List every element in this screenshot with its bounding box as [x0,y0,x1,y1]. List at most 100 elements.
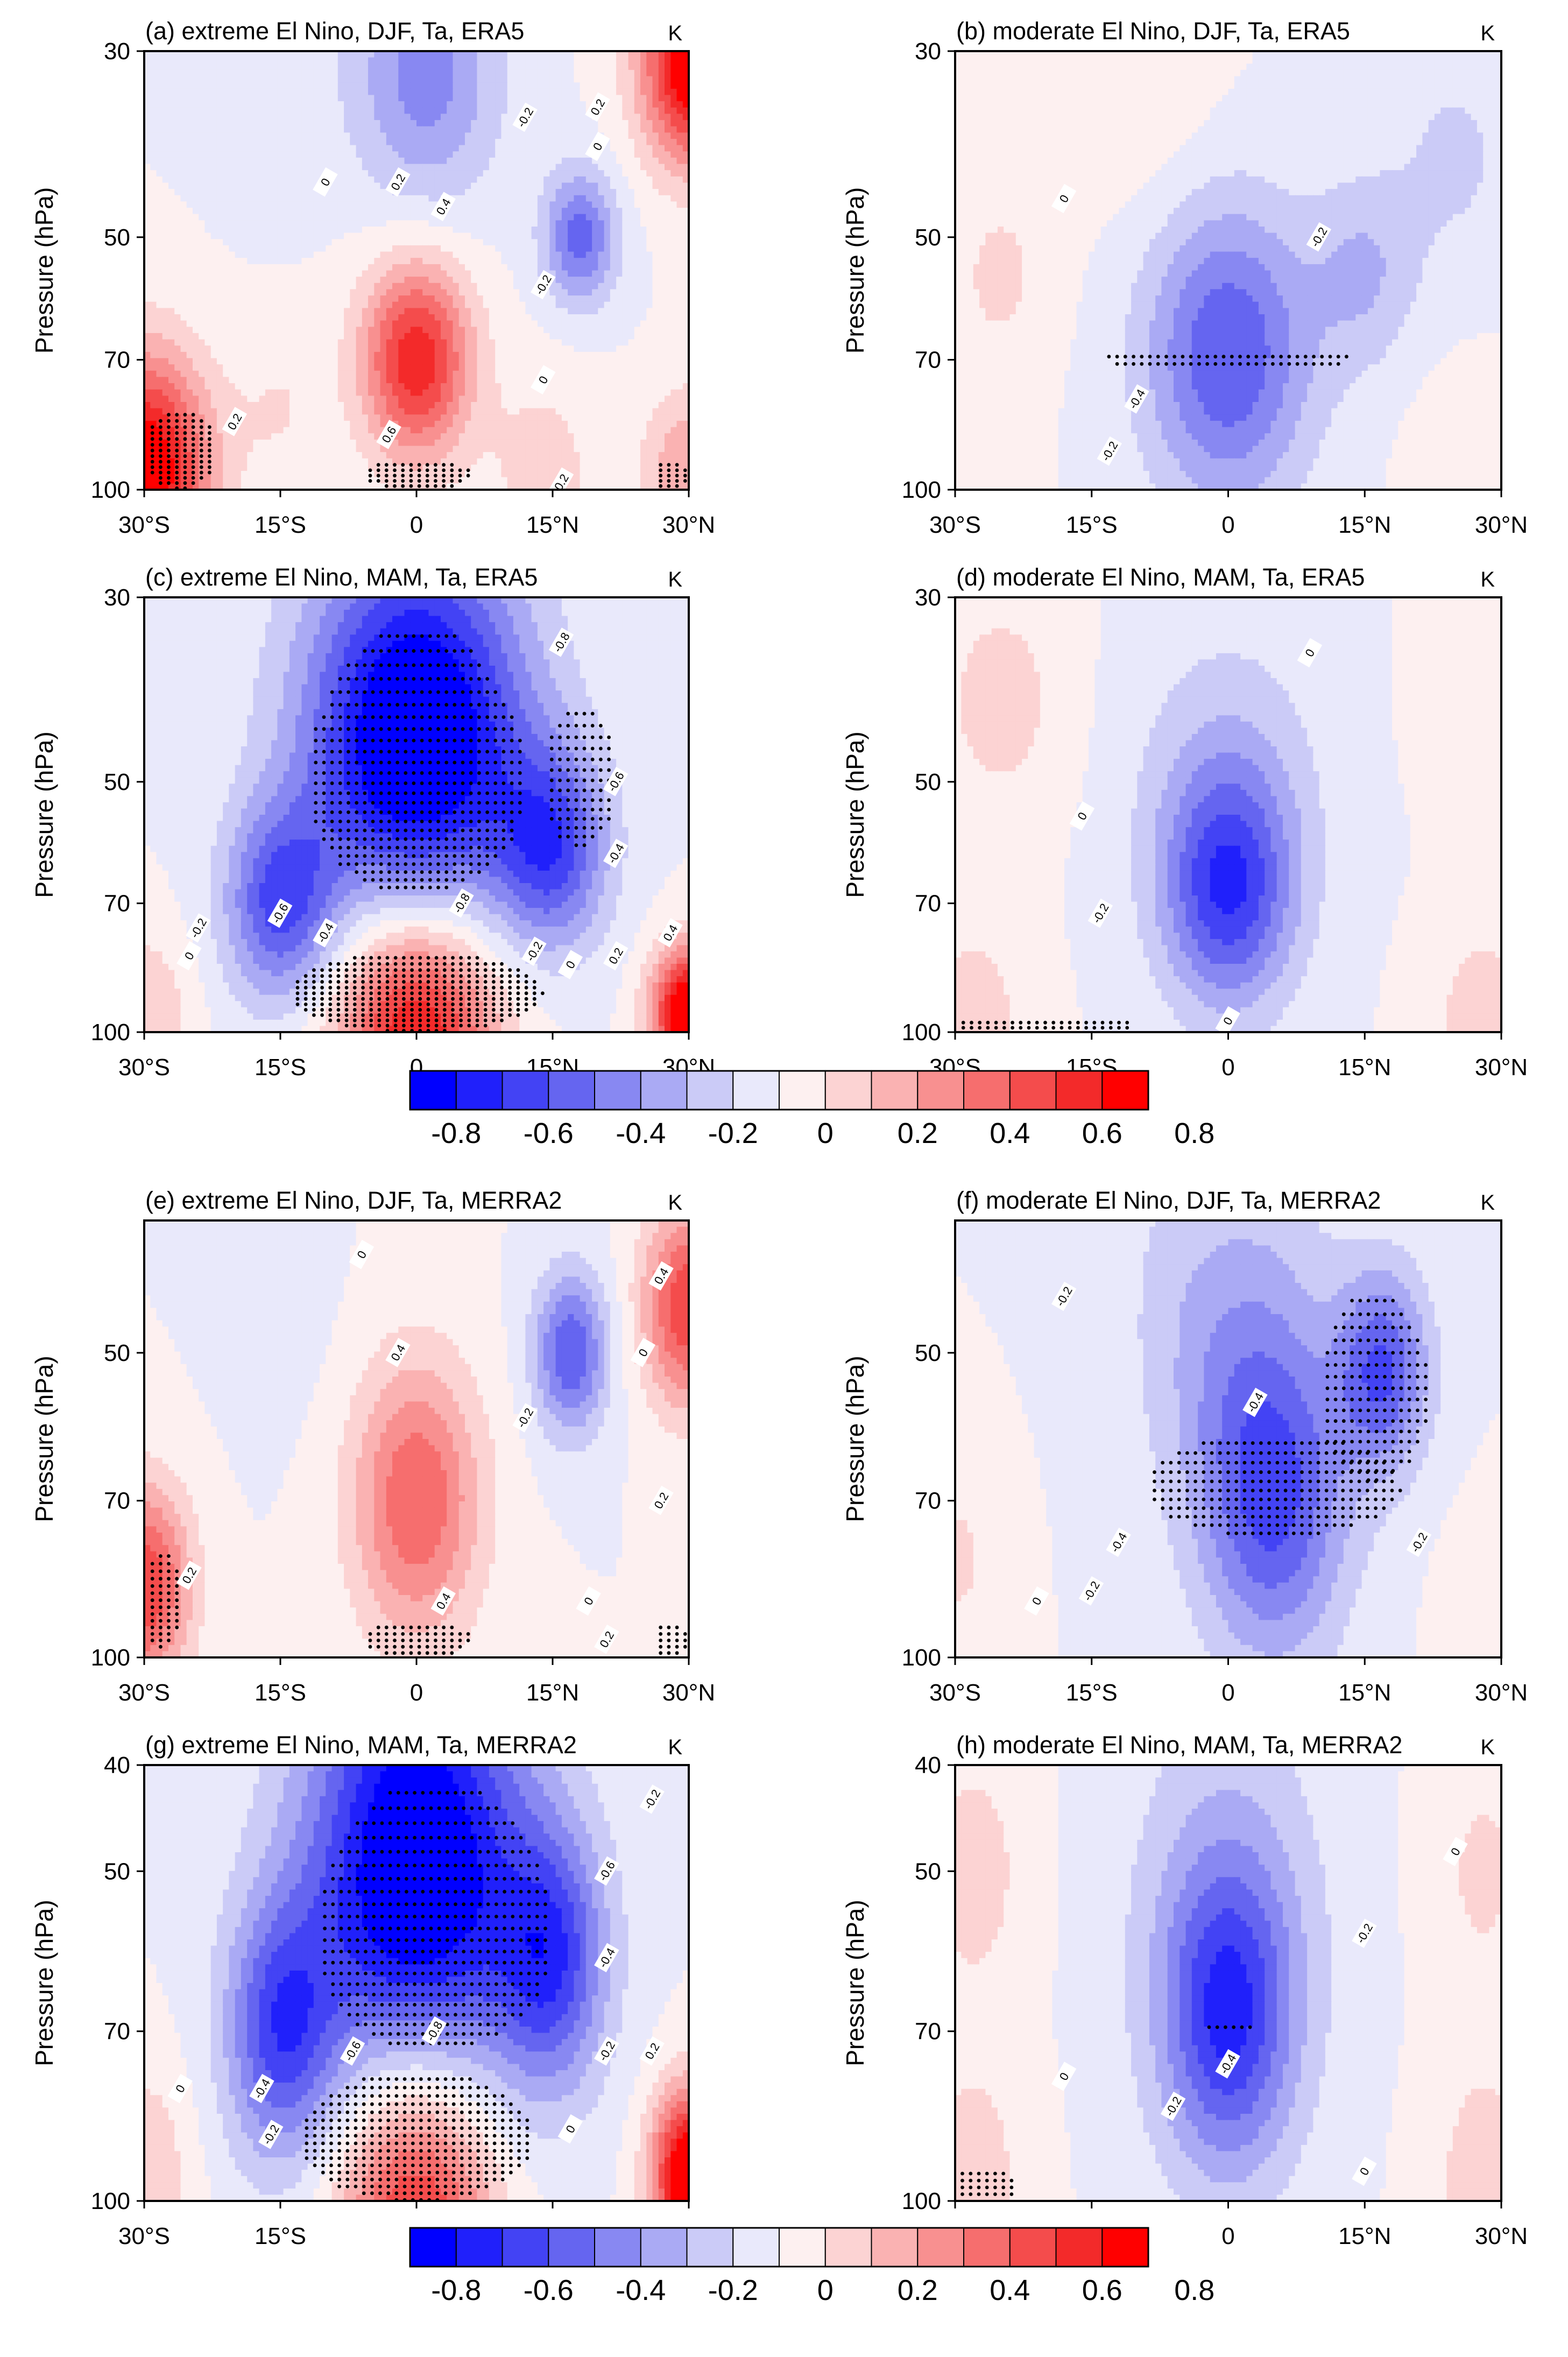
field-cell [307,57,314,64]
field-cell [301,95,308,102]
field-cell [144,327,151,334]
field-cell [144,189,151,196]
field-cell [199,214,206,221]
field-cell [247,195,254,202]
field-cell [410,82,417,89]
field-cell [392,220,399,227]
field-cell [507,214,514,221]
field-cell [507,208,514,215]
field-cell [307,69,314,77]
field-cell [665,139,671,146]
field-cell [362,264,369,271]
field-cell [331,120,338,127]
field-cell [216,114,223,121]
field-cell [313,289,320,296]
field-cell [398,258,405,265]
field-cell [471,308,478,315]
field-cell [283,220,290,227]
field-cell [676,314,683,321]
field-cell [543,182,550,189]
field-cell [337,176,344,184]
field-cell [561,345,568,352]
field-cell [271,88,278,96]
field-cell [307,351,314,359]
field-cell [374,63,381,70]
field-cell [229,126,236,133]
field-cell [592,195,599,202]
field-cell [259,277,266,284]
field-cell [549,132,556,139]
field-cell [301,82,308,89]
field-cell [277,88,284,96]
field-cell [392,107,399,115]
field-cell [610,258,617,265]
field-cell [489,214,496,221]
field-cell [301,333,308,340]
field-cell [568,107,575,115]
field-cell [676,107,683,115]
field-cell [253,164,260,171]
field-cell [471,51,478,58]
field-cell [458,51,465,58]
field-cell [531,327,538,334]
field-cell [320,364,327,371]
field-cell [313,377,320,384]
field-cell [174,289,181,296]
field-cell [665,264,671,271]
field-cell [210,182,217,189]
field-cell [398,327,405,334]
field-cell [428,201,435,208]
field-cell [416,351,423,359]
field-cell [416,301,423,309]
field-cell [337,283,344,290]
field-cell [525,208,532,215]
field-cell [356,145,363,152]
field-cell [307,76,314,83]
field-cell [241,164,248,171]
field-cell [295,214,302,221]
field-cell [465,327,471,334]
field-cell [265,139,272,146]
field-cell [416,383,423,390]
field-cell [640,76,647,83]
field-cell [634,126,641,133]
field-cell [580,383,587,390]
field-cell [628,320,635,327]
field-cell [428,370,435,378]
field-cell [410,120,417,127]
field-cell [410,145,417,152]
field-cell [501,301,508,309]
field-cell [646,164,653,171]
field-cell [453,232,460,239]
field-cell [265,314,272,321]
field-cell [313,145,320,152]
field-cell [295,301,302,309]
field-cell [428,320,435,327]
field-cell [410,345,417,352]
field-cell [634,76,641,83]
field-cell [301,320,308,327]
field-cell [416,327,423,334]
field-cell [283,176,290,184]
field-cell [574,270,581,277]
field-cell [682,57,689,64]
field-cell [574,289,581,296]
field-cell [253,358,260,365]
field-cell [283,301,290,309]
field-cell [428,88,435,96]
field-cell [658,358,665,365]
field-cell [453,389,460,397]
field-cell [458,201,465,208]
field-cell [477,251,484,258]
field-cell [150,314,157,321]
field-cell [337,396,344,403]
field-cell [259,327,266,334]
field-cell [216,389,223,397]
field-cell [295,377,302,384]
field-cell [326,364,333,371]
field-cell [634,258,641,265]
field-cell [150,157,157,165]
field-cell [404,270,411,277]
field-cell [392,358,399,365]
field-cell [471,145,478,152]
